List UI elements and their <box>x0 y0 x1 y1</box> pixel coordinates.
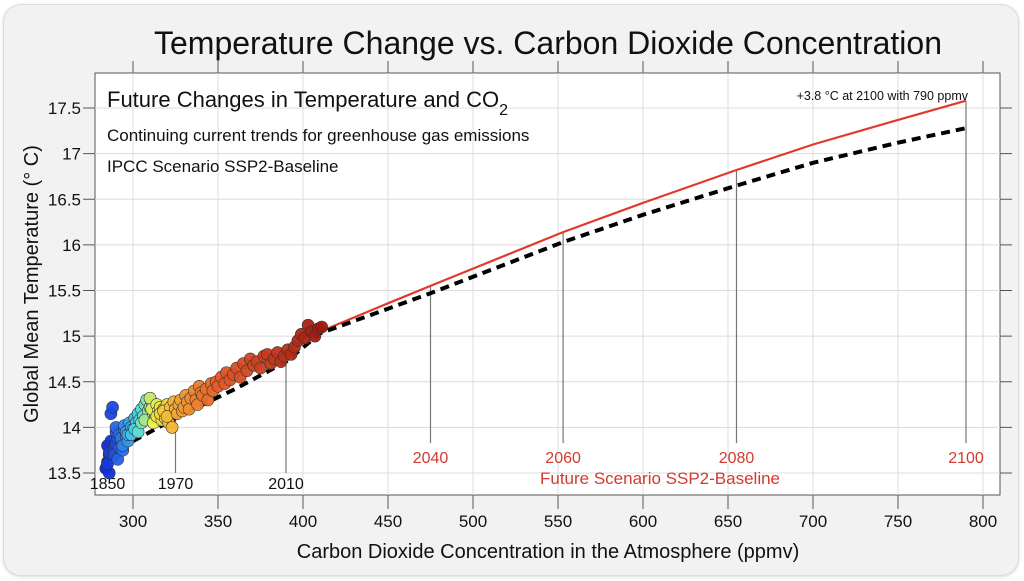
y-tick-label: 15 <box>62 327 81 346</box>
year-marker-label: 1970 <box>158 476 194 493</box>
future-year-label: 2060 <box>545 450 581 467</box>
y-tick-label: 17.5 <box>48 99 81 118</box>
x-tick-label: 600 <box>629 512 657 531</box>
observed-points <box>99 318 329 480</box>
chart-title: Temperature Change vs. Carbon Dioxide Co… <box>154 25 942 61</box>
projection-lines <box>132 99 967 443</box>
y-tick-label: 14 <box>62 418 81 437</box>
future-year-label: 2100 <box>948 450 984 467</box>
x-axis: 300 350 400 450 500 550 600 650 700 750 800 <box>119 61 997 531</box>
annotation-2100: +3.8 °C at 2100 with 790 ppmv <box>797 89 969 103</box>
scenario-label: Future Scenario SSP2-Baseline <box>540 469 780 488</box>
y-tick-label: 17 <box>62 145 81 164</box>
x-tick-label: 800 <box>969 512 997 531</box>
x-tick-label: 450 <box>374 512 402 531</box>
year-marker-label: 2010 <box>268 476 304 493</box>
data-point <box>165 421 179 434</box>
inset-line-1: Continuing current trends for greenhouse… <box>107 126 529 145</box>
y-axis: 13.5 14 14.5 15 15.5 16 16.5 17 17.5 <box>48 99 1012 483</box>
inset-line-2: IPCC Scenario SSP2-Baseline <box>107 157 339 176</box>
x-tick-label: 650 <box>714 512 742 531</box>
x-tick-label: 350 <box>204 512 232 531</box>
y-axis-label: Global Mean Temperature (° C) <box>21 145 43 423</box>
dashed-projection-line <box>132 126 967 443</box>
inset-heading: Future Changes in Temperature and CO2 <box>107 87 508 119</box>
y-tick-label: 16 <box>62 236 81 255</box>
y-tick-label: 16.5 <box>48 190 81 209</box>
future-year-label: 2080 <box>719 450 755 467</box>
inset-heading-subscript: 2 <box>499 102 508 119</box>
x-tick-label: 550 <box>544 512 572 531</box>
year-markers: 1850 1970 2010 2040 2060 2080 2100 <box>90 100 984 493</box>
x-tick-label: 300 <box>119 512 147 531</box>
x-tick-label: 400 <box>289 512 317 531</box>
x-tick-label: 700 <box>799 512 827 531</box>
future-year-label: 2040 <box>413 450 449 467</box>
y-tick-label: 15.5 <box>48 282 81 301</box>
projection-line <box>319 99 967 333</box>
data-point <box>106 400 119 414</box>
y-tick-label: 14.5 <box>48 373 81 392</box>
x-tick-label: 500 <box>459 512 487 531</box>
year-marker-label: 1850 <box>90 476 126 493</box>
y-tick-label: 13.5 <box>48 464 81 483</box>
x-axis-label: Carbon Dioxide Concentration in the Atmo… <box>297 541 799 563</box>
data-point <box>315 320 329 334</box>
plot-area <box>94 72 1001 496</box>
inset-heading-text: Future Changes in Temperature and CO <box>107 87 499 112</box>
x-tick-label: 750 <box>884 512 912 531</box>
